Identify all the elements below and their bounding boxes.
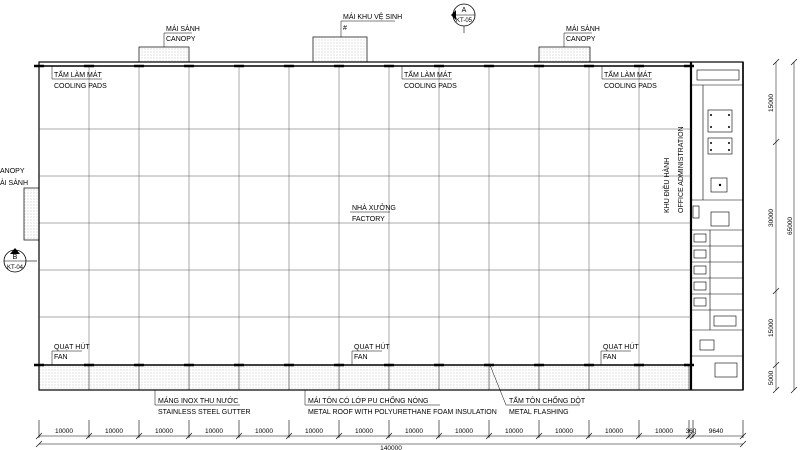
section-b-letter: B: [13, 254, 18, 261]
cooling-pads-1-en: COOLING PADS: [54, 83, 107, 90]
building-outline: [38, 61, 744, 391]
cooling-pads-3-vi: TẤM LÀM MÁT: [604, 69, 653, 79]
dim-bay-13: 10000: [655, 428, 673, 435]
metal-roof-vi: MÁI TÔN CÓ LỚP PU CHỐNG NÓNG: [308, 395, 428, 405]
canopy-left-vi: ẢI SẢNH: [0, 178, 28, 187]
fan-3-vi: QUẠT HÚT: [603, 342, 639, 351]
cooling-pads-2-en: COOLING PADS: [404, 83, 457, 90]
gutter-strip: [38, 364, 692, 391]
dim-bay-11: 10000: [555, 428, 573, 435]
gutter-vi: MÁNG INOX THU NƯỚC: [158, 396, 238, 405]
office-rooms: [691, 69, 743, 378]
dim-bay-5: 10000: [255, 428, 273, 435]
factory-en: FACTORY: [352, 216, 385, 223]
dim-right-total: 65000: [787, 217, 794, 235]
cooling-pads-1-vi: TẤM LÀM MÁT: [54, 69, 103, 79]
dim-last: 9640: [709, 428, 724, 435]
annotations: MÁI SẢNH CANOPY MÁI KHU VỆ SINH # MÁI SẢ…: [0, 12, 685, 416]
dimension-tick: [35, 440, 43, 448]
canopy-2-vi: MÁI SẢNH: [566, 24, 600, 33]
wc-roof-mark: #: [343, 25, 347, 32]
dim-total: 140000: [380, 445, 402, 450]
dim-right-4: 5000: [768, 370, 775, 385]
flashing-vi: TẤM TÔN CHỐNG DỘT: [509, 395, 586, 405]
section-marker-b: B KT-04: [3, 248, 37, 273]
section-marker-a: A KT-05: [451, 3, 476, 33]
canopy-1-vi: MÁI SẢNH: [166, 24, 200, 33]
canopy-left-en: ANOPY: [0, 168, 25, 175]
dim-bay-6: 10000: [305, 428, 323, 435]
dim-bay-7: 10000: [355, 428, 373, 435]
bottom-dimensions: 10000 10000 10000 10000 10000 10000 1000…: [35, 420, 747, 450]
canopy-1-en: CANOPY: [166, 36, 196, 43]
section-b-sheet: KT-04: [7, 265, 24, 271]
flashing-en: METAL FLASHING: [509, 409, 569, 416]
dim-right-3: 15000: [768, 319, 775, 337]
section-a-letter: A: [462, 7, 467, 14]
office-en: OFFICE ADMINISTRATION: [678, 126, 685, 213]
canopy-left: [23, 187, 40, 241]
dim-bay-8: 10000: [405, 428, 423, 435]
office-vi: KHU ĐIỀU HÀNH: [661, 158, 671, 213]
dimension-tick: [739, 440, 747, 448]
dim-bay-9: 10000: [455, 428, 473, 435]
dim-bay-2: 10000: [105, 428, 123, 435]
dim-bay-3: 10000: [155, 428, 173, 435]
gutter-hatch: [34, 64, 694, 390]
wc-roof: [312, 36, 368, 63]
cooling-pads-2-vi: TẤM LÀM MÁT: [404, 69, 453, 79]
fan-3-en: FAN: [603, 354, 617, 361]
dim-bay-1: 10000: [55, 428, 73, 435]
canopy-top-2: [538, 46, 591, 63]
section-a-sheet: KT-05: [456, 18, 473, 24]
factory-vi: NHÀ XƯỞNG: [352, 203, 396, 212]
metal-roof-en: METAL ROOF WITH POLYURETHANE FOAM INSULA…: [308, 409, 497, 416]
canopy-top-1: [138, 46, 190, 63]
dim-right-2: 30000: [768, 209, 775, 227]
dim-small: 360: [686, 428, 697, 435]
dim-bay-4: 10000: [205, 428, 223, 435]
fan-1-vi: QUẠT HÚT: [54, 342, 90, 351]
fan-1-en: FAN: [54, 354, 68, 361]
cooling-pads-3-en: COOLING PADS: [604, 83, 657, 90]
canopy-2-en: CANOPY: [566, 36, 596, 43]
right-dimensions: 15000 30000 15000 5000 65000: [768, 58, 798, 394]
gutter-en: STAINLESS STEEL GUTTER: [158, 409, 251, 416]
fan-2-vi: QUẠT HÚT: [354, 342, 390, 351]
dim-bay-10: 10000: [505, 428, 523, 435]
fan-2-en: FAN: [354, 354, 368, 361]
dim-right-1: 15000: [768, 94, 775, 112]
wc-roof-vi: MÁI KHU VỆ SINH: [343, 12, 402, 21]
office-chairs: [710, 114, 730, 187]
structural-grid: [39, 66, 691, 365]
dim-bay-12: 10000: [605, 428, 623, 435]
